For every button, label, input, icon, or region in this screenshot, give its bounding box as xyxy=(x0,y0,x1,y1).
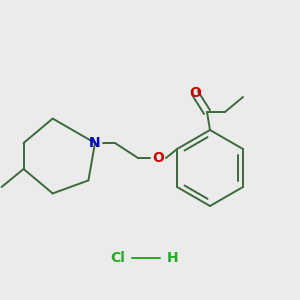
Text: O: O xyxy=(152,151,164,165)
Text: Cl: Cl xyxy=(111,251,125,265)
Text: H: H xyxy=(167,251,179,265)
Text: N: N xyxy=(89,136,101,150)
Text: O: O xyxy=(189,86,201,100)
